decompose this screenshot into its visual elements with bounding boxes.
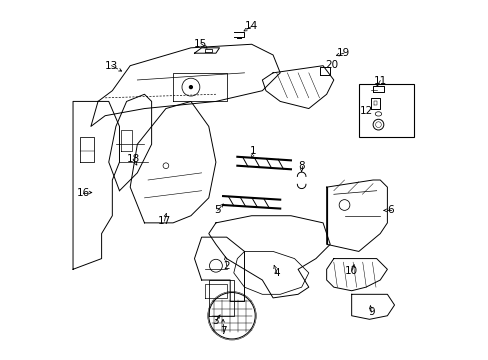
Text: 7: 7 [219,326,226,336]
Circle shape [189,86,192,89]
Text: 19: 19 [337,48,350,58]
Text: 20: 20 [325,60,338,70]
Text: 9: 9 [367,307,374,317]
Text: 10: 10 [345,266,358,276]
Text: 4: 4 [273,268,280,278]
Text: 11: 11 [373,76,386,86]
Text: 18: 18 [126,154,140,164]
Text: 3: 3 [212,316,219,326]
Text: 1: 1 [249,147,256,157]
Text: 14: 14 [244,21,258,31]
Text: 2: 2 [223,261,229,271]
Text: 16: 16 [76,188,89,198]
FancyBboxPatch shape [358,84,413,137]
Text: 8: 8 [298,161,305,171]
Text: 6: 6 [387,205,393,215]
Text: 13: 13 [105,61,118,71]
Text: 12: 12 [359,107,372,116]
Text: 17: 17 [158,216,171,226]
Text: 15: 15 [194,39,207,49]
Text: 5: 5 [214,205,221,215]
